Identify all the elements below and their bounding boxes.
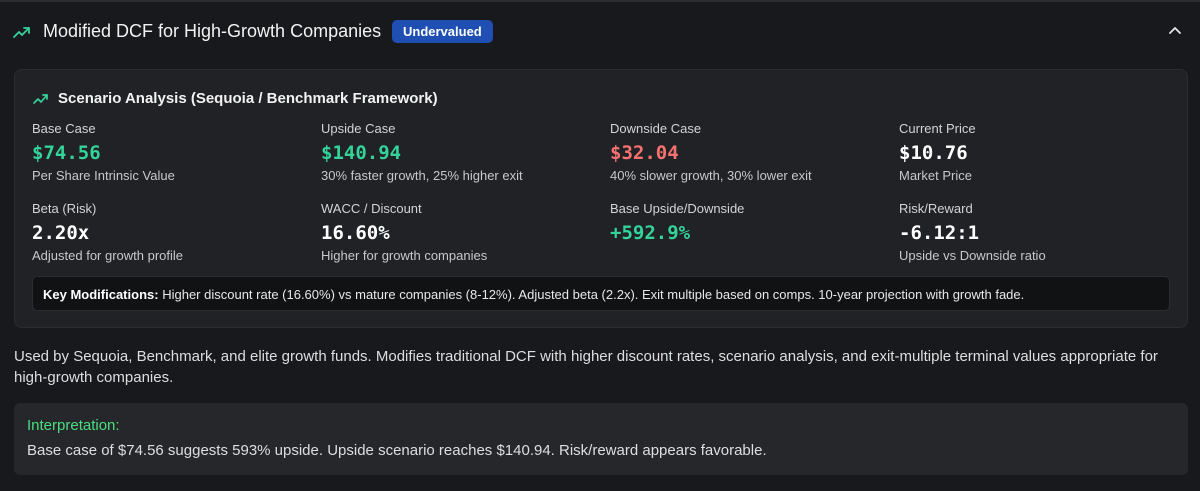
metric-value: 16.60%	[321, 222, 390, 244]
metric-base-upside-downside: Base Upside/Downside +592.9%	[610, 201, 890, 248]
interpretation-title: Interpretation:	[27, 417, 120, 434]
metric-subtext: Per Share Intrinsic Value	[32, 168, 175, 183]
trending-up-icon	[33, 94, 48, 104]
metric-value: $74.56	[32, 142, 101, 164]
metric-value: +592.9%	[610, 222, 691, 244]
metric-beta: Beta (Risk) 2.20x Adjusted for growth pr…	[32, 201, 312, 263]
metric-value: 2.20x	[32, 222, 90, 244]
metric-risk-reward: Risk/Reward -6.12:1 Upside vs Downside r…	[899, 201, 1179, 263]
metric-label: Current Price	[899, 121, 976, 136]
interpretation-text: Base case of $74.56 suggests 593% upside…	[27, 442, 767, 459]
section-header[interactable]: Modified DCF for High-Growth Companies U…	[0, 12, 1200, 52]
scenario-analysis-title: Scenario Analysis (Sequoia / Benchmark F…	[58, 90, 438, 107]
chevron-up-icon[interactable]	[1168, 26, 1182, 36]
key-modifications-label: Key Modifications:	[43, 287, 159, 302]
metric-label: Base Upside/Downside	[610, 201, 745, 216]
metric-subtext: Market Price	[899, 168, 972, 183]
metric-downside-case: Downside Case $32.04 40% slower growth, …	[610, 121, 890, 183]
key-modifications-box: Key Modifications: Higher discount rate …	[32, 276, 1170, 311]
metric-value: -6.12:1	[899, 222, 980, 244]
metric-value: $140.94	[321, 142, 402, 164]
key-modifications-text: Higher discount rate (16.60%) vs mature …	[162, 287, 1025, 302]
metric-label: Upside Case	[321, 121, 396, 136]
metric-wacc: WACC / Discount 16.60% Higher for growth…	[321, 201, 601, 263]
metric-value: $10.76	[899, 142, 968, 164]
metric-label: Beta (Risk)	[32, 201, 97, 216]
interpretation-panel: Interpretation: Base case of $74.56 sugg…	[14, 403, 1188, 475]
metric-subtext: 30% faster growth, 25% higher exit	[321, 168, 523, 183]
metric-subtext: Higher for growth companies	[321, 248, 488, 263]
trending-up-icon	[13, 27, 30, 38]
scenario-analysis-card: Scenario Analysis (Sequoia / Benchmark F…	[14, 69, 1188, 328]
metric-subtext: 40% slower growth, 30% lower exit	[610, 168, 812, 183]
method-description: Used by Sequoia, Benchmark, and elite gr…	[14, 348, 1158, 386]
metric-subtext: Upside vs Downside ratio	[899, 248, 1046, 263]
metric-label: WACC / Discount	[321, 201, 422, 216]
section-divider	[0, 0, 1200, 2]
metric-base-case: Base Case $74.56 Per Share Intrinsic Val…	[32, 121, 312, 183]
section-title: Modified DCF for High-Growth Companies	[43, 21, 382, 41]
metric-value: $32.04	[610, 142, 679, 164]
metric-label: Risk/Reward	[899, 201, 973, 216]
valuation-status-badge: Undervalued	[392, 20, 493, 43]
metric-current-price: Current Price $10.76 Market Price	[899, 121, 1179, 183]
metric-label: Base Case	[32, 121, 96, 136]
metric-upside-case: Upside Case $140.94 30% faster growth, 2…	[321, 121, 601, 183]
metric-subtext: Adjusted for growth profile	[32, 248, 184, 263]
metric-label: Downside Case	[610, 121, 702, 136]
